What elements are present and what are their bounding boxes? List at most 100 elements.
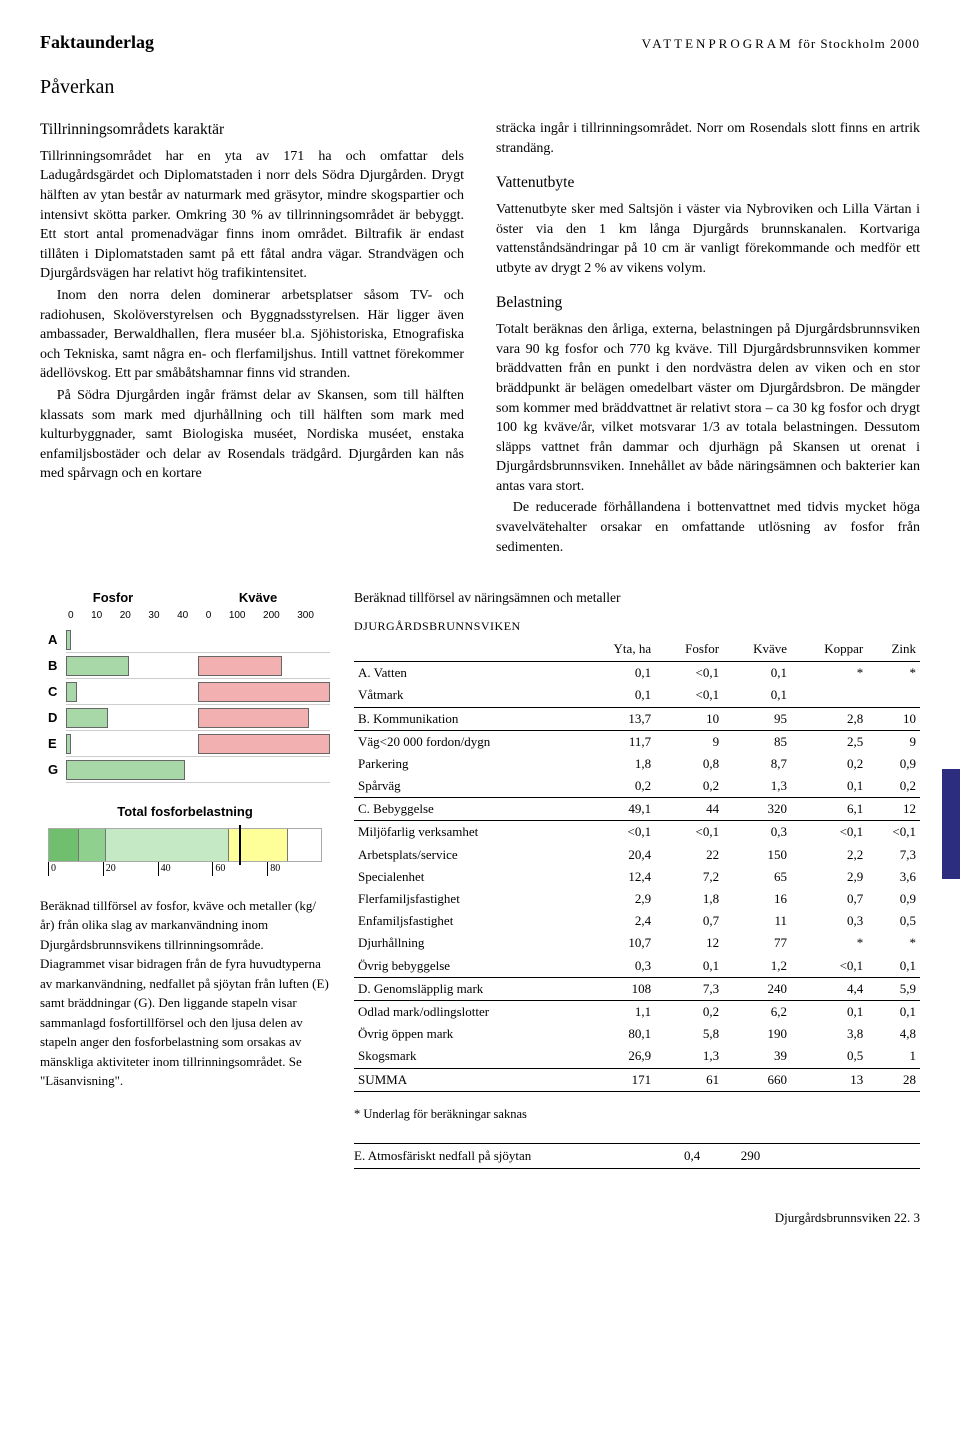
table-row: SUMMA171616601328 xyxy=(354,1068,920,1091)
table-cell: <0,1 xyxy=(791,821,867,844)
table-cell: 9 xyxy=(655,730,723,753)
table-cell: <0,1 xyxy=(655,821,723,844)
table-row: Djurhållning10,71277** xyxy=(354,932,920,954)
chart-row-area xyxy=(66,705,330,731)
table-cell: 2,4 xyxy=(581,910,655,932)
table-cell: 10,7 xyxy=(581,932,655,954)
table-row: Väg<20 000 fordon/dygn11,79852,59 xyxy=(354,730,920,753)
table-cell: 2,5 xyxy=(791,730,867,753)
total-chart-title: Total fosforbelastning xyxy=(40,803,330,821)
table-cell: A. Vatten xyxy=(354,662,581,685)
table-row: Parkering1,80,88,70,20,9 xyxy=(354,753,920,775)
table-cell: 0,1 xyxy=(655,955,723,978)
chart-caption: Beräknad tillförsel av fosfor, kväve och… xyxy=(40,896,330,1091)
table-row: Enfamiljsfastighet2,40,7110,30,5 xyxy=(354,910,920,932)
table-cell: 1,3 xyxy=(723,775,791,798)
table-row: D. Genomsläpplig mark1087,32404,45,9 xyxy=(354,977,920,1000)
e-row: E. Atmosfäriskt nedfall på sjöytan 0,4 2… xyxy=(354,1143,920,1169)
table-cell: 0,1 xyxy=(791,1000,867,1023)
table-cell: 28 xyxy=(867,1068,920,1091)
chart-bar xyxy=(66,682,77,702)
chart-axis-top: 0 10 20 30 40 0 100 200 300 xyxy=(68,609,314,623)
chart-row-label: G xyxy=(48,761,66,779)
table-cell: 0,2 xyxy=(655,775,723,798)
right-column: sträcka ingår i tillrinningsområdet. Nor… xyxy=(496,119,920,559)
table-footnote: * Underlag för beräkningar saknas xyxy=(354,1106,920,1124)
table-cell: 150 xyxy=(723,844,791,866)
chart-row-label: D xyxy=(48,709,66,727)
table-cell: <0,1 xyxy=(581,821,655,844)
chart-bar xyxy=(66,734,71,754)
chart-bar xyxy=(66,630,71,650)
table-cell: Enfamiljsfastighet xyxy=(354,910,581,932)
table-cell: 2,9 xyxy=(791,866,867,888)
table-cell: 0,5 xyxy=(791,1045,867,1068)
para: sträcka ingår i tillrinningsområdet. Nor… xyxy=(496,119,920,158)
table-cell: 0,2 xyxy=(581,775,655,798)
table-cell: 77 xyxy=(723,932,791,954)
table-cell: 1,1 xyxy=(581,1000,655,1023)
table-cell: 13,7 xyxy=(581,707,655,730)
table-cell: * xyxy=(791,662,867,685)
chart-row-label: C xyxy=(48,683,66,701)
table-cell: 12 xyxy=(655,932,723,954)
chart-row-area xyxy=(66,757,330,783)
header-left: Faktaunderlag xyxy=(40,30,154,55)
table-cell: 10 xyxy=(655,707,723,730)
table-cell: Övrig öppen mark xyxy=(354,1023,581,1045)
table-cell: 0,1 xyxy=(581,684,655,707)
table-cell: <0,1 xyxy=(655,662,723,685)
table-cell: Övrig bebyggelse xyxy=(354,955,581,978)
chart-row: C xyxy=(48,679,330,705)
table-cell: 0,2 xyxy=(655,1000,723,1023)
table-cell: * xyxy=(867,932,920,954)
table-cell: SUMMA xyxy=(354,1068,581,1091)
table-cell: <0,1 xyxy=(867,821,920,844)
chart-row: G xyxy=(48,757,330,783)
table-cell: 320 xyxy=(723,798,791,821)
table-title: Beräknad tillförsel av näringsämnen och … xyxy=(354,589,920,608)
table-cell: 4,4 xyxy=(791,977,867,1000)
lower-section: Fosfor Kväve 0 10 20 30 40 0 100 200 300… xyxy=(40,589,920,1169)
table-row: Odlad mark/odlingslotter1,10,26,20,10,1 xyxy=(354,1000,920,1023)
chart-row: A xyxy=(48,627,330,653)
table-cell: 240 xyxy=(723,977,791,1000)
total-marker xyxy=(239,825,241,865)
chart-row: E xyxy=(48,731,330,757)
table-cell: 0,7 xyxy=(791,888,867,910)
table-row: Arbetsplats/service20,4221502,27,3 xyxy=(354,844,920,866)
table-row: Övrig bebyggelse0,30,11,2<0,10,1 xyxy=(354,955,920,978)
table-cell: 1,3 xyxy=(655,1045,723,1068)
lower-left: Fosfor Kväve 0 10 20 30 40 0 100 200 300… xyxy=(40,589,330,1169)
table-cell: 11,7 xyxy=(581,730,655,753)
table-row: Övrig öppen mark80,15,81903,84,8 xyxy=(354,1023,920,1045)
table-cell: C. Bebyggelse xyxy=(354,798,581,821)
table-header: Yta, ha xyxy=(581,637,655,662)
table-cell: Djurhållning xyxy=(354,932,581,954)
section-title: Påverkan xyxy=(40,73,920,101)
table-row: B. Kommunikation13,710952,810 xyxy=(354,707,920,730)
table-cell: Flerfamiljsfastighet xyxy=(354,888,581,910)
side-tab-icon xyxy=(942,769,960,879)
table-row: Spårväg0,20,21,30,10,2 xyxy=(354,775,920,798)
chart-bar xyxy=(66,760,185,780)
table-cell: 0,1 xyxy=(791,775,867,798)
table-cell: <0,1 xyxy=(791,955,867,978)
data-table: Yta, haFosforKväveKopparZinkA. Vatten0,1… xyxy=(354,637,920,1092)
table-cell: Miljöfarlig verksamhet xyxy=(354,821,581,844)
table-cell: 2,9 xyxy=(581,888,655,910)
table-cell: 16 xyxy=(723,888,791,910)
chart-bar xyxy=(198,734,330,754)
table-cell: 171 xyxy=(581,1068,655,1091)
table-cell: 7,3 xyxy=(655,977,723,1000)
chart-row-area xyxy=(66,653,330,679)
table-row: A. Vatten0,1<0,10,1** xyxy=(354,662,920,685)
table-cell: 12 xyxy=(867,798,920,821)
table-row: Specialenhet12,47,2652,93,6 xyxy=(354,866,920,888)
table-cell: 0,2 xyxy=(867,775,920,798)
table-cell: 9 xyxy=(867,730,920,753)
table-cell: Specialenhet xyxy=(354,866,581,888)
header-right: VATTENPROGRAM för Stockholm 2000 xyxy=(642,35,920,53)
table-cell: 0,7 xyxy=(655,910,723,932)
table-cell: 7,3 xyxy=(867,844,920,866)
